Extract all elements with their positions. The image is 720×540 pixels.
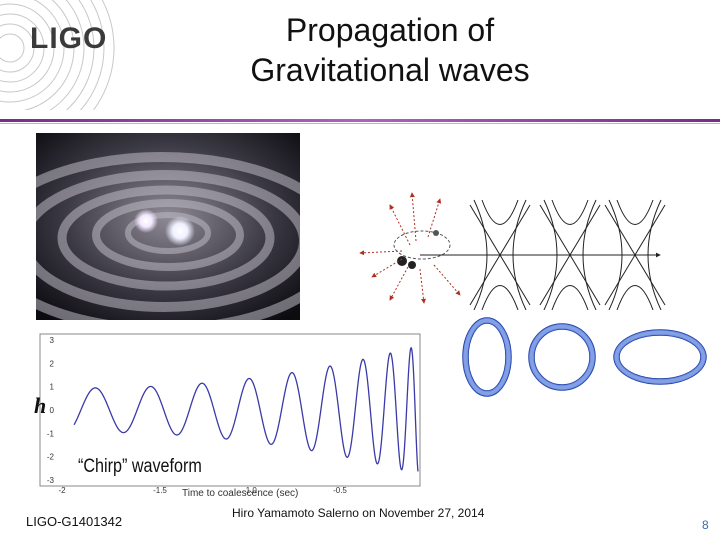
strain-symbol: h bbox=[34, 393, 47, 418]
propagation-diagram bbox=[359, 192, 666, 310]
plot-frame bbox=[39, 333, 421, 487]
x-ticks: -2 -1.5 -1.0 -0.5 bbox=[58, 486, 347, 495]
document-id: LIGO-G1401342 bbox=[26, 514, 123, 529]
x-tick-label: -1.0 bbox=[243, 486, 257, 495]
title-line-2: Gravitational waves bbox=[250, 52, 530, 88]
y-tick-label: 0 bbox=[50, 406, 55, 415]
x-axis-label: Time to coalescence (sec) bbox=[182, 488, 299, 499]
wavefront-patterns bbox=[469, 199, 666, 310]
presenter-info: Hiro Yamamoto Salerno on November 27, 20… bbox=[232, 506, 485, 520]
x-tick-label: -0.5 bbox=[333, 486, 347, 495]
logo-text: LIGO bbox=[30, 22, 108, 55]
star-left bbox=[134, 209, 158, 233]
y-tick-label: 3 bbox=[50, 336, 55, 345]
y-tick-label: -2 bbox=[47, 453, 55, 462]
test-mass-rings bbox=[462, 317, 707, 397]
chirp-label: “Chirp” waveform bbox=[78, 456, 202, 477]
y-ticks: 3 2 1 0 -1 -2 -3 bbox=[47, 336, 55, 485]
y-tick-label: 1 bbox=[50, 383, 55, 392]
slide-title: Propagation of Gravitational waves bbox=[200, 10, 580, 90]
star-right bbox=[165, 216, 195, 246]
ligo-logo: LIGO bbox=[0, 0, 130, 153]
title-divider-shadow bbox=[0, 123, 720, 124]
y-tick-label: 2 bbox=[50, 359, 55, 368]
title-divider bbox=[0, 119, 720, 122]
y-tick-label: -1 bbox=[47, 429, 55, 438]
source-binary bbox=[393, 230, 451, 269]
x-tick-label: -1.5 bbox=[153, 486, 167, 495]
title-line-1: Propagation of bbox=[285, 12, 495, 48]
y-tick-label: -3 bbox=[47, 476, 55, 485]
radiation-arrows bbox=[359, 192, 461, 304]
page-number: 8 bbox=[702, 518, 709, 532]
x-tick-label: -2 bbox=[58, 486, 66, 495]
binary-star-illustration bbox=[36, 133, 300, 320]
waveform-line bbox=[73, 346, 419, 472]
